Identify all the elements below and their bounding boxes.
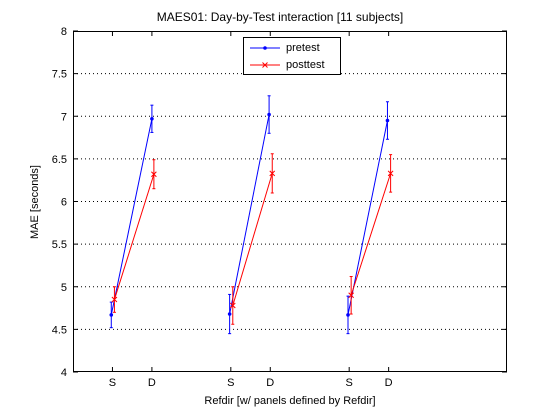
y-tick-label: 5: [61, 282, 67, 294]
y-tick-label: 8: [61, 26, 67, 38]
x-tick-label: S: [109, 377, 116, 389]
y-tick-label: 4.5: [52, 324, 67, 336]
x-tick-label: S: [346, 377, 353, 389]
y-tick-label: 7: [61, 111, 67, 123]
legend-item-posttest: posttest: [248, 57, 325, 73]
legend-item-pretest: pretest: [248, 40, 320, 56]
series-line-posttest: [350, 173, 392, 296]
legend-label-posttest: posttest: [286, 59, 325, 71]
series-line-pretest: [229, 114, 270, 315]
y-tick-label: 7.5: [52, 69, 67, 81]
data-point-posttest: [111, 296, 118, 303]
y-axis-label: MAE [seconds]: [29, 165, 41, 239]
legend: pretest posttest: [243, 37, 341, 75]
y-tick-label: 4: [61, 367, 67, 379]
data-point-posttest: [229, 302, 236, 309]
series-line-pretest: [347, 120, 388, 315]
legend-label-pretest: pretest: [286, 42, 320, 54]
data-point-pretest: [385, 118, 390, 123]
chart-title: MAES01: Day-by-Test interaction [11 subj…: [156, 10, 404, 24]
x-tick-label: D: [266, 377, 274, 389]
y-tick-label: 6.5: [52, 154, 67, 166]
legend-swatch-posttest: [250, 62, 280, 68]
y-tick-label: 6: [61, 197, 67, 209]
data-point-posttest: [151, 171, 157, 178]
data-point-pretest: [150, 117, 154, 121]
series-line-pretest: [110, 118, 153, 315]
data-point-pretest: [346, 313, 350, 317]
data-point-posttest: [387, 170, 394, 177]
x-tick-label: D: [148, 377, 156, 389]
x-axis-label: Refdir [w/ panels defined by Refdir]: [204, 395, 376, 407]
data-point-posttest: [348, 292, 355, 299]
legend-swatch-pretest: [250, 46, 280, 50]
data-point-pretest: [109, 313, 114, 317]
data-point-pretest: [267, 112, 271, 117]
y-tick-label: 5.5: [52, 239, 67, 251]
series-line-posttest: [113, 174, 155, 300]
x-tick-label: D: [385, 377, 393, 389]
data-point-pretest: [227, 312, 232, 316]
data-point-posttest: [269, 170, 276, 177]
x-tick-label: S: [227, 377, 234, 389]
series-line-posttest: [232, 173, 273, 306]
